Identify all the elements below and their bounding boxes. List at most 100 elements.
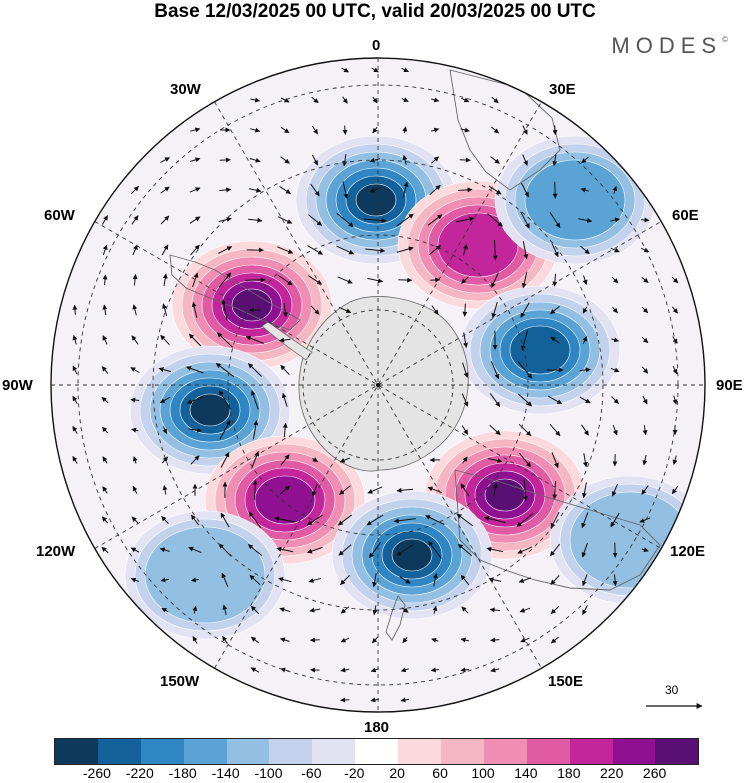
wind-arrow [248, 187, 262, 193]
wind-arrow [612, 424, 618, 436]
wind-arrow [307, 245, 324, 255]
wind-arrow [487, 458, 503, 463]
wind-arrow [671, 276, 679, 284]
wind-arrow [336, 212, 354, 228]
wind-arrow [611, 396, 619, 404]
wind-arrow [342, 154, 348, 167]
wind-arrow [641, 366, 649, 374]
wind-arrow [340, 575, 350, 585]
anomaly-contour [355, 183, 397, 217]
wind-arrow [72, 455, 78, 464]
wind-arrow [489, 424, 501, 436]
south-america-coast [169, 254, 301, 331]
wind-arrow [491, 272, 499, 288]
wind-arrow [159, 547, 170, 553]
map-title: Base 12/03/2025 00 UTC, valid 20/03/2025… [154, 1, 596, 22]
wind-arrow [462, 456, 468, 464]
wind-arrow [132, 244, 138, 256]
colorbar-tick-label: -100 [254, 765, 283, 781]
wind-arrow [161, 516, 169, 524]
wind-arrow [402, 154, 408, 165]
africa-coast [449, 69, 561, 191]
wind-arrow [432, 605, 438, 614]
wind-arrow [456, 513, 474, 527]
colorbar-swatch [441, 739, 484, 764]
wind-arrow [612, 185, 618, 194]
wind-arrow [311, 483, 318, 497]
wind-arrow [486, 546, 504, 553]
wind-arrow [579, 396, 591, 404]
wind-arrow [550, 511, 560, 529]
wind-arrow [279, 607, 291, 613]
wind-arrow [484, 516, 506, 524]
wind-arrow [219, 420, 231, 440]
wind-arrow [552, 154, 558, 167]
wind-arrow [215, 362, 235, 378]
wind-arrow [612, 574, 618, 587]
colorbar-swatch [398, 739, 442, 764]
lon-label-60w: 60W [44, 207, 75, 224]
wind-arrow [457, 543, 473, 557]
wind-arrow [217, 332, 233, 348]
colorbar-swatch [183, 739, 227, 764]
wind-arrow [516, 513, 534, 527]
wind-arrow [130, 577, 139, 583]
wind-arrow [282, 422, 288, 437]
colorbar-tick-label: 60 [432, 765, 448, 781]
wind-arrow [336, 245, 355, 255]
wind-arrow [671, 485, 679, 495]
wind-arrow [102, 486, 108, 494]
wind-arrow [582, 574, 588, 587]
wind-arrow [491, 96, 499, 104]
wind-arrow [522, 125, 528, 135]
wind-arrow [339, 457, 351, 463]
antarctic-peninsula [261, 321, 313, 361]
lon-label-0: 0 [372, 37, 381, 54]
wind-arrow [641, 336, 649, 344]
wind-arrow [581, 542, 588, 558]
wind-arrow [460, 97, 470, 103]
wind-arrow [431, 156, 439, 164]
wind-arrow [549, 423, 561, 437]
wind-arrow [641, 306, 649, 314]
wind-arrow [581, 156, 589, 164]
positive-anomaly [171, 240, 333, 370]
wind-arrow [522, 154, 528, 166]
colorbar-tick-label: 180 [557, 765, 581, 781]
wind-arrow [279, 337, 291, 343]
wind-arrow [160, 157, 170, 163]
wind-arrow [460, 483, 470, 497]
wind-arrow [612, 306, 618, 314]
wind-arrow [401, 97, 409, 102]
wind-arrow [249, 157, 261, 163]
colorbar-tick-label: -220 [125, 765, 154, 781]
wind-arrow [365, 248, 386, 254]
wind-arrow [248, 363, 262, 377]
wind-arrow [366, 514, 384, 526]
wind-arrow [102, 244, 108, 256]
wind-arrow [547, 395, 563, 405]
colorbar-ticks: -260 -220 -180 -140 -100 -60 -20 20 60 100 140 180 2… [0, 765, 750, 783]
wind-arrow [340, 667, 350, 673]
wind-arrow [280, 454, 290, 466]
anomaly-contour [391, 538, 433, 572]
colorbar-swatch [269, 739, 313, 764]
lon-label-180: 180 [364, 719, 390, 736]
lon-label-150e: 150E [548, 673, 584, 690]
new-zealand-coast [385, 595, 406, 641]
wind-arrow [610, 217, 621, 223]
wind-arrow [188, 427, 202, 433]
wind-arrow [280, 637, 290, 643]
wind-arrow [192, 272, 199, 288]
wind-arrow [277, 274, 293, 286]
wind-arrow [551, 243, 559, 258]
wind-arrow [610, 247, 620, 253]
wind-arrow [338, 306, 352, 314]
brand-mark: © [722, 35, 728, 44]
wind-arrow [282, 303, 288, 318]
wind-arrow [401, 67, 409, 73]
wind-arrow [550, 575, 560, 585]
wind-arrow [642, 425, 648, 436]
lon-label-150w: 150W [160, 673, 200, 690]
